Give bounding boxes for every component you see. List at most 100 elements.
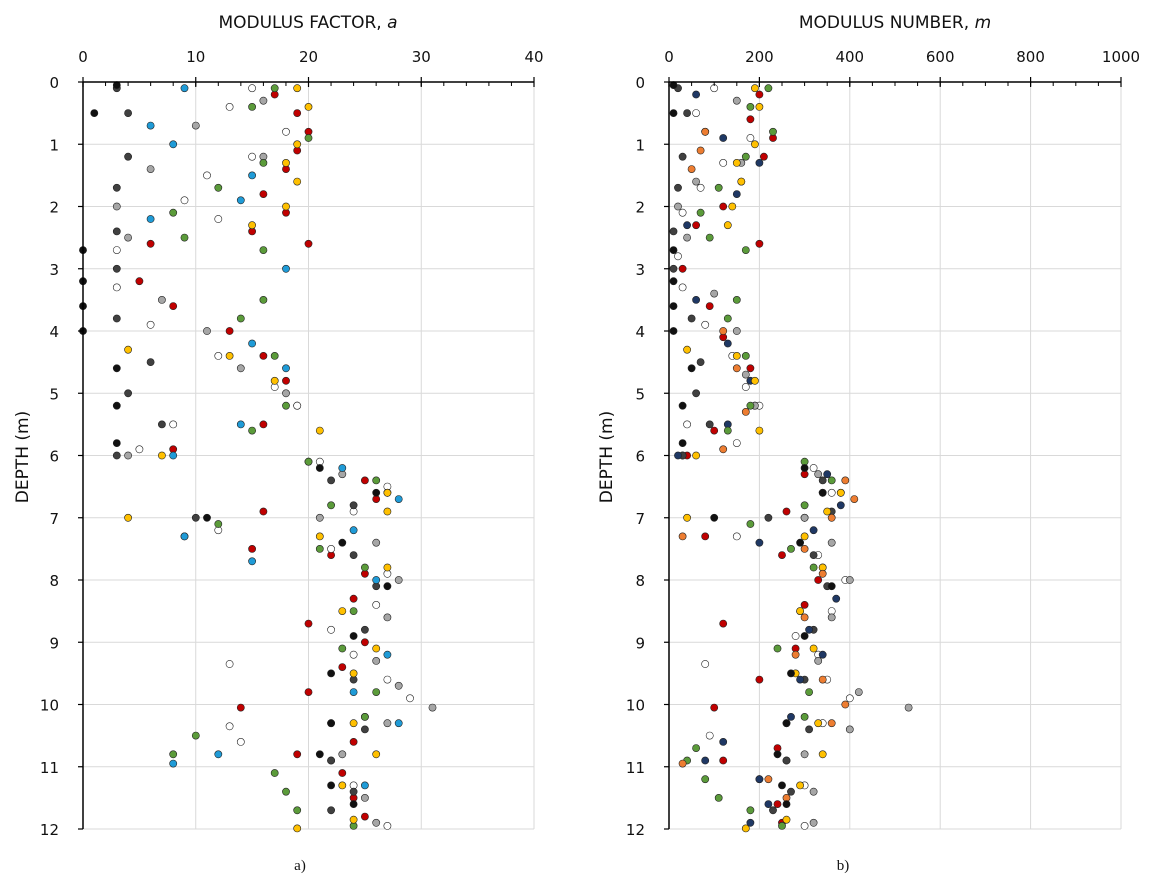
panel-b-data-point xyxy=(764,513,773,522)
panel-b-data-point xyxy=(710,426,719,435)
panel-b-data-point xyxy=(809,787,818,796)
panel-b-data-point xyxy=(674,202,682,211)
panel-a-data-point xyxy=(360,781,369,790)
panel-b-data-point xyxy=(696,358,705,366)
panel-a-data-point xyxy=(169,451,178,460)
panel-a-data-point xyxy=(383,507,392,516)
panel-a-data-point xyxy=(360,625,369,634)
panel-b-y-tick-label: 3 xyxy=(635,261,645,279)
panel-a-data-point xyxy=(394,681,403,690)
panel-a-data-point xyxy=(157,420,166,429)
panel-b-data-point xyxy=(678,532,687,541)
panel-a-y-tick-label: 5 xyxy=(49,385,59,403)
panel-b-data-point xyxy=(814,719,823,728)
panel-a-data-point xyxy=(383,719,392,728)
panel-b-data-point xyxy=(800,501,809,510)
panel-a-data-point xyxy=(124,152,133,161)
panel-a-data-point xyxy=(124,451,133,460)
panel-a-data-point xyxy=(180,233,189,242)
panel-a-data-point xyxy=(169,208,178,217)
panel-a-data-point xyxy=(180,532,189,541)
panel-b-data-point xyxy=(746,401,755,410)
panel-a-data-point xyxy=(259,507,268,516)
panel-a-data-point xyxy=(112,439,121,447)
panel-b-data-point xyxy=(737,177,746,186)
panel-b-data-point xyxy=(782,815,791,824)
panel-b-data-point xyxy=(732,158,741,167)
panel-a-data-point xyxy=(293,84,302,93)
panel-b-data-point xyxy=(796,607,804,615)
panel-b-data-point xyxy=(714,794,723,802)
panel-b-data-point xyxy=(683,345,691,354)
panel-b-data-point xyxy=(746,806,755,815)
panel-a-data-point xyxy=(90,109,99,117)
panel-b-data-point xyxy=(823,507,832,516)
panel-a-data-point xyxy=(372,576,381,584)
panel-b-x-tick-label: 400 xyxy=(835,48,864,66)
panel-b-data-point xyxy=(796,675,804,684)
panel-a-y-tick-label: 11 xyxy=(40,759,59,777)
panel-b-data-point xyxy=(755,90,764,99)
panel-a-data-point xyxy=(315,545,324,553)
panel-a-data-point xyxy=(315,532,324,541)
panel-a-data-point xyxy=(124,233,133,242)
panel-b-data-point xyxy=(845,694,854,703)
panel-b-data-point xyxy=(701,320,710,329)
panel-a-data-point xyxy=(112,451,121,460)
panel-b-x-tick-label: 200 xyxy=(745,48,774,66)
panel-b-data-point xyxy=(674,252,682,261)
panel-b-data-point xyxy=(818,650,827,659)
panel-a-data-point xyxy=(248,152,256,161)
panel-a-data-point xyxy=(259,190,268,198)
panel-a-data-point xyxy=(135,277,144,286)
panel-b-data-point xyxy=(719,134,728,142)
panel-b-data-point xyxy=(755,775,764,784)
panel-b-y-tick-label: 10 xyxy=(626,697,645,715)
panel-a-data-point xyxy=(293,806,302,815)
panel-b-data-point xyxy=(741,351,750,360)
panel-b-data-point xyxy=(845,576,854,584)
panel-b-data-point xyxy=(787,787,795,796)
panel-b-data-point xyxy=(778,551,786,559)
panel-b-data-point xyxy=(701,756,710,765)
panel-b-data-point xyxy=(854,688,863,696)
panel-a-data-point xyxy=(259,351,268,360)
panel-a-data-point xyxy=(236,738,245,746)
panel-b-data-point xyxy=(782,507,791,516)
panel-a-data-point xyxy=(270,376,279,385)
panel-b-data-point xyxy=(701,127,710,136)
panel-a-data-point xyxy=(248,103,256,111)
panel-a-data-point xyxy=(124,345,133,354)
panel-a-data-point xyxy=(259,158,268,167)
panel-b-y-tick-label: 12 xyxy=(626,821,645,839)
panel-b-data-point xyxy=(800,822,809,830)
panel-b-y-tick-label: 4 xyxy=(635,323,645,341)
panel-a-data-point xyxy=(112,401,121,410)
panel-a-data-point xyxy=(225,722,234,731)
panel-a-y-tick-label: 9 xyxy=(49,634,59,652)
panel-b-y-tick-label: 7 xyxy=(635,510,645,528)
panel-a-data-point xyxy=(270,84,279,93)
panel-b-data-point xyxy=(669,264,678,273)
panel-a-data-point xyxy=(304,134,313,142)
panel-a-data-point xyxy=(372,818,381,827)
panel-a-data-point xyxy=(394,576,403,584)
panel-b-data-point xyxy=(723,339,732,348)
panel-b-data-point xyxy=(836,501,845,510)
panel-a-data-point xyxy=(338,769,347,777)
panel-a-data-point xyxy=(360,725,369,734)
panel-b-data-point xyxy=(800,613,809,622)
panel-a-data-point xyxy=(428,703,437,712)
panel-a-data-point xyxy=(225,103,234,111)
panel-b-data-point xyxy=(710,703,719,712)
panel-a-data-point xyxy=(112,264,121,273)
panel-a-data-point xyxy=(203,327,211,335)
panel-a-data-point xyxy=(338,464,347,472)
panel-b-data-point xyxy=(741,407,750,416)
panel-a-points xyxy=(79,81,437,833)
panel-b-data-point xyxy=(746,364,755,373)
panel-a-data-point xyxy=(270,769,279,777)
panel-a-data-point xyxy=(360,794,369,802)
panel-b-data-point xyxy=(692,744,700,752)
